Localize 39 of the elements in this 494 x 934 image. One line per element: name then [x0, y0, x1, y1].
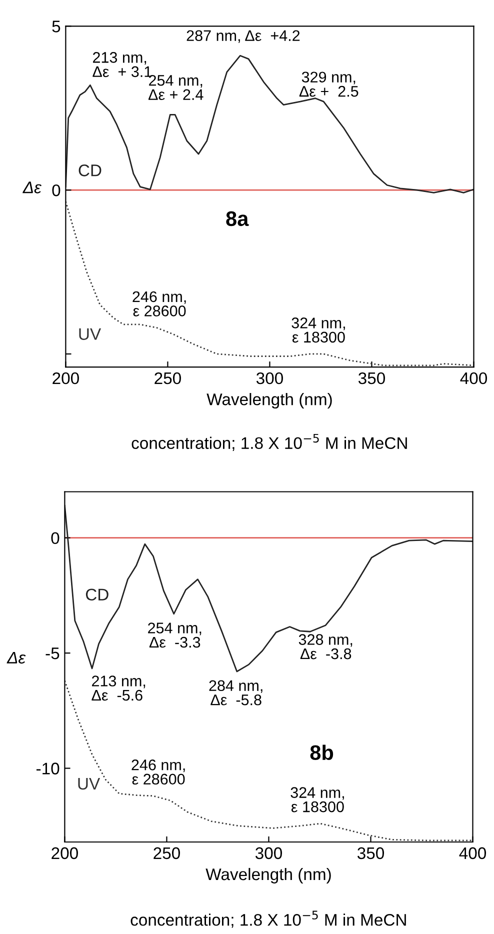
series-label: UV — [79, 328, 102, 340]
x-tick-label: 200 — [52, 372, 79, 384]
annotation: 324 nm, ε 18300 — [292, 318, 345, 343]
y-tick-label: -10 — [36, 762, 60, 774]
x-tick-label: 200 — [52, 847, 78, 860]
annotation: 213 nm, Δε -5.6 — [92, 676, 146, 701]
annotation: 254 nm, Δε -3.3 — [148, 622, 202, 648]
text: concentration; 1.8 X 10$^{−5}$ M in MeCN — [130, 910, 406, 928]
x-tick-label: 350 — [357, 847, 384, 860]
annotation: 246 nm, ε 28600 — [132, 760, 185, 785]
annotation: 328 nm, Δε -3.8 — [298, 634, 352, 660]
annotation: 254 nm, Δε + 2.4 — [148, 74, 204, 100]
x-tick-label: 400 — [460, 372, 487, 384]
text: 8b — [310, 744, 334, 760]
annotation: 324 nm, ε 18300 — [290, 787, 344, 812]
x-tick-label: 300 — [256, 372, 283, 384]
x-tick-label: 350 — [358, 372, 385, 384]
x-tick-label: 250 — [154, 847, 180, 860]
x-tick-label: 250 — [154, 372, 181, 384]
y-tick-label: 0 — [52, 184, 60, 196]
annotation: 287 nm, Δε +4.2 — [186, 30, 300, 43]
text: concentration; 1.8 X 10$^{−5}$ M in MeCN — [132, 434, 407, 451]
y-axis-title: Δε — [22, 182, 42, 194]
series-label: CD — [78, 164, 102, 176]
y-tick-label: -5 — [46, 648, 60, 660]
x-tick-label: 400 — [459, 847, 486, 860]
series-label: CD — [86, 588, 108, 600]
x-axis-title: Wavelength (nm) — [206, 393, 332, 409]
x-axis-title: Wavelength (nm) — [206, 868, 331, 884]
series-label: UV — [78, 778, 100, 790]
text: 8a — [226, 211, 249, 226]
y-axis-title: Δε — [6, 652, 26, 664]
x-tick-label: 300 — [255, 847, 282, 860]
annotation: 246 nm, ε 28600 — [132, 291, 186, 316]
annotation: 284 nm, Δε -5.8 — [209, 680, 262, 706]
y-tick-label: 5 — [52, 20, 60, 32]
annotation: 329 nm, Δε + 2.5 — [299, 72, 358, 97]
y-tick-label: 0 — [51, 532, 60, 544]
annotation: 213 nm, Δε + 3.1 — [92, 52, 152, 78]
